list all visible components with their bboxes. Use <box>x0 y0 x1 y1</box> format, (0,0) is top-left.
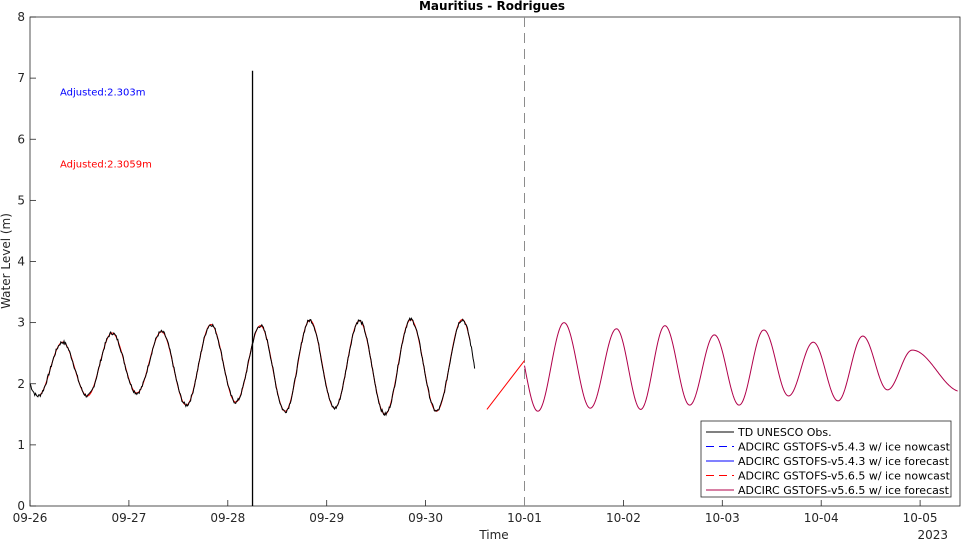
x-tick-label: 10-02 <box>606 511 641 525</box>
legend-label: ADCIRC GSTOFS-v5.4.3 w/ ice forecast <box>738 455 950 468</box>
series-line <box>486 360 525 410</box>
legend-box <box>700 420 952 498</box>
x-tick-label: 10-03 <box>705 511 740 525</box>
chart-title: Mauritius - Rodrigues <box>419 0 565 13</box>
x-tick-label: 10-01 <box>507 511 542 525</box>
annotations: Adjusted:2.303m Adjusted:2.3059m <box>60 88 152 171</box>
legend-label: ADCIRC GSTOFS-v5.6.5 w/ ice forecast <box>738 484 950 497</box>
x-axis: 09-26 09-27 09-28 09-29 09-30 10-01 10-02 10-03… <box>13 500 938 525</box>
y-axis: 0 1 2 3 4 5 6 7 8 <box>17 10 36 513</box>
x-tick-label: 09-28 <box>210 511 245 525</box>
adjusted-annotation: Adjusted:2.3059m <box>60 160 152 171</box>
legend-label: ADCIRC GSTOFS-v5.6.5 w/ ice nowcast <box>738 470 951 483</box>
x-tick-label: 10-05 <box>903 511 938 525</box>
series-line <box>524 322 958 412</box>
x-tick-label: 09-27 <box>111 511 146 525</box>
x-tick-label: 09-29 <box>309 511 344 525</box>
x-axis-label: Time <box>478 528 508 541</box>
y-tick-label: 1 <box>17 438 25 452</box>
adjusted-annotation: Adjusted:2.303m <box>60 88 146 99</box>
x-tick-label: 10-04 <box>804 511 839 525</box>
y-axis-label: Water Level (m) <box>0 213 13 309</box>
y-tick-label: 4 <box>17 255 25 269</box>
y-tick-label: 0 <box>17 499 25 513</box>
y-tick-label: 8 <box>17 10 25 24</box>
legend: TD UNESCO Obs. ADCIRC GSTOFS-v5.4.3 w/ ic… <box>700 420 952 498</box>
x-tick-label: 09-30 <box>408 511 443 525</box>
y-tick-label: 3 <box>17 316 25 330</box>
legend-label: TD UNESCO Obs. <box>737 426 832 439</box>
year-label: 2023 <box>917 528 948 541</box>
y-tick-label: 2 <box>17 377 25 391</box>
x-tick-label: 09-26 <box>13 511 48 525</box>
y-tick-label: 5 <box>17 193 25 207</box>
y-tick-label: 7 <box>17 71 25 85</box>
y-tick-label: 6 <box>17 132 25 146</box>
series-layer <box>29 70 958 506</box>
legend-label: ADCIRC GSTOFS-v5.4.3 w/ ice nowcast <box>738 441 951 454</box>
